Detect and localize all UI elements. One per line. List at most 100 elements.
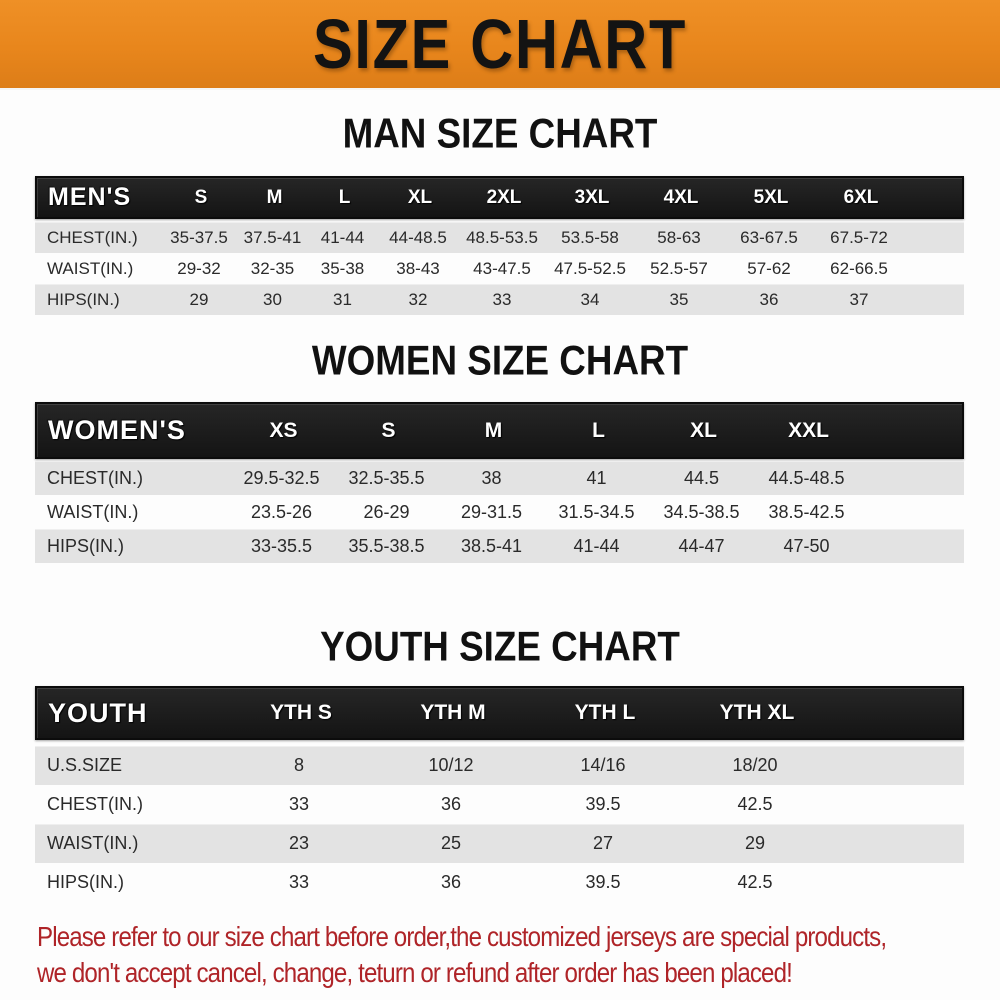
cell-value: 37 <box>849 289 869 309</box>
column-header: YTH XL <box>719 701 795 724</box>
table-header-row: YOUTH YTH S YTH M YTH L YTH XL <box>35 686 964 740</box>
table-corner-label: MEN'S <box>48 183 132 211</box>
footer-note-line2: we don't accept cancel, change, teturn o… <box>37 957 793 988</box>
cell-value: 41-44 <box>320 227 365 247</box>
cell-value: 48.5-53.5 <box>466 227 538 247</box>
cell-value: 38 <box>481 467 502 488</box>
table-row: HIPS(IN.) 29 30 31 32 33 34 35 36 37 <box>35 284 964 315</box>
cell-value: 23 <box>288 833 310 853</box>
cell-value: 63-67.5 <box>740 227 798 247</box>
cell-value: 33 <box>492 289 512 309</box>
table-corner-label: YOUTH <box>48 697 148 728</box>
footer-note-line1: Please refer to our size chart before or… <box>37 921 887 952</box>
cell-value: 36 <box>759 289 779 309</box>
table-corner-label: WOMEN'S <box>48 415 186 445</box>
column-header: YTH S <box>270 701 332 724</box>
footer-note: Please refer to our size chart before or… <box>37 919 1000 991</box>
cell-value: 47-50 <box>783 535 830 556</box>
cell-value: 29 <box>744 833 766 853</box>
column-header: 6XL <box>843 186 879 208</box>
table-row: CHEST(IN.) 33 36 39.5 42.5 <box>35 785 964 824</box>
cell-value: 26-29 <box>363 501 410 522</box>
cell-value: 29-32 <box>177 258 221 278</box>
cell-value: 31 <box>333 289 352 309</box>
cell-value: 57-62 <box>747 258 791 278</box>
cell-value: 42.5 <box>737 794 773 814</box>
cell-value: 39.5 <box>585 794 621 814</box>
column-header: XL <box>690 418 717 442</box>
table-row: WAIST(IN.) 23 25 27 29 <box>35 824 964 863</box>
table-row: HIPS(IN.) 33-35.5 35.5-38.5 38.5-41 41-44 44-… <box>35 529 964 563</box>
row-label: CHEST(IN.) <box>47 794 143 814</box>
cell-value: 52.5-57 <box>650 258 708 278</box>
youth-size-section: YOUTH SIZE CHART YOUTH YTH S YTH M YTH L YTH… <box>0 624 1000 902</box>
table-row: U.S.SIZE 8 10/12 14/16 18/20 <box>35 746 964 785</box>
column-header: 3XL <box>574 186 610 208</box>
cell-value: 35 <box>669 289 689 309</box>
cell-value: 18/20 <box>732 755 778 775</box>
row-label: CHEST(IN.) <box>47 467 143 488</box>
table-row: CHEST(IN.) 35-37.5 37.5-41 41-44 44-48.5 48.5… <box>35 222 964 253</box>
row-label: WAIST(IN.) <box>47 258 134 278</box>
column-header: S <box>194 186 208 208</box>
table-header-row: MEN'S S M L XL 2XL 3XL 4XL 5XL 6XL <box>35 176 964 219</box>
cell-value: 41-44 <box>573 535 620 556</box>
cell-value: 36 <box>440 794 462 814</box>
cell-value: 36 <box>440 872 462 892</box>
table-row: WAIST(IN.) 23.5-26 26-29 29-31.5 31.5-34.5 34… <box>35 495 964 529</box>
column-header: L <box>592 418 605 442</box>
youth-size-chart-heading: YOUTH SIZE CHART <box>320 624 680 670</box>
column-header: XL <box>407 186 433 208</box>
cell-value: 43-47.5 <box>473 258 531 278</box>
column-header: 4XL <box>663 186 699 208</box>
man-size-chart-heading: MAN SIZE CHART <box>342 111 658 157</box>
column-header: 5XL <box>753 186 789 208</box>
row-label: HIPS(IN.) <box>47 535 125 556</box>
cell-value: 34 <box>580 289 600 309</box>
table-header-row: WOMEN'S XS S M L XL XXL <box>35 402 964 459</box>
cell-value: 44.5 <box>683 467 720 488</box>
cell-value: 14/16 <box>580 755 626 775</box>
column-header: XS <box>269 418 298 442</box>
cell-value: 44.5-48.5 <box>768 467 845 488</box>
cell-value: 23.5-26 <box>250 501 313 522</box>
table-row: HIPS(IN.) 33 36 39.5 42.5 <box>35 863 964 902</box>
cell-value: 35-37.5 <box>170 227 228 247</box>
cell-value: 29.5-32.5 <box>243 467 320 488</box>
womens-size-table: WOMEN'S XS S M L XL XXL CHEST(IN.) 29.5-32.5 32.5… <box>35 402 964 563</box>
cell-value: 33 <box>288 794 310 814</box>
size-chart-banner: SIZE CHART <box>0 0 1000 90</box>
row-label: CHEST(IN.) <box>47 227 138 247</box>
youth-size-table: YOUTH YTH S YTH M YTH L YTH XL U.S.SIZE 8 10/12… <box>35 686 964 902</box>
cell-value: 58-63 <box>657 227 701 247</box>
cell-value: 44-48.5 <box>389 227 447 247</box>
cell-value: 32 <box>408 289 428 309</box>
row-label: HIPS(IN.) <box>47 289 120 309</box>
cell-value: 10/12 <box>428 755 474 775</box>
row-label: WAIST(IN.) <box>47 501 139 522</box>
cell-value: 29-31.5 <box>460 501 523 522</box>
cell-value: 38-43 <box>396 258 440 278</box>
cell-value: 42.5 <box>737 872 773 892</box>
cell-value: 67.5-72 <box>830 227 888 247</box>
cell-value: 35.5-38.5 <box>348 535 425 556</box>
cell-value: 47.5-52.5 <box>554 258 626 278</box>
women-size-section: WOMEN SIZE CHART WOMEN'S XS S M L XL XXL CHEST(… <box>0 338 1000 563</box>
mens-size-table: MEN'S S M L XL 2XL 3XL 4XL 5XL 6XL CHEST(IN.) 35-37… <box>35 176 964 315</box>
women-size-chart-heading: WOMEN SIZE CHART <box>311 338 689 384</box>
men-size-section: MAN SIZE CHART MEN'S S M L XL 2XL 3XL 4XL 5XL 6XL… <box>0 111 1000 315</box>
cell-value: 32-35 <box>250 258 295 278</box>
cell-value: 33-35.5 <box>250 535 313 556</box>
row-label: HIPS(IN.) <box>47 872 125 892</box>
cell-value: 31.5-34.5 <box>558 501 635 522</box>
cell-value: 38.5-42.5 <box>768 501 845 522</box>
column-header: YTH L <box>574 701 636 724</box>
column-header: XXL <box>788 418 829 442</box>
banner-title: SIZE CHART <box>313 5 687 83</box>
cell-value: 25 <box>440 833 462 853</box>
cell-value: 27 <box>592 833 614 853</box>
row-label: U.S.SIZE <box>47 755 123 775</box>
column-header: S <box>381 418 396 442</box>
cell-value: 37.5-41 <box>243 227 302 247</box>
column-header: M <box>484 418 503 442</box>
